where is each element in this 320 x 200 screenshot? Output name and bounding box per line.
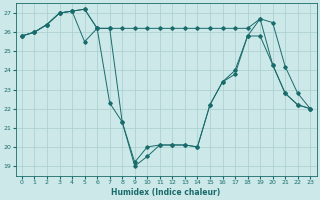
X-axis label: Humidex (Indice chaleur): Humidex (Indice chaleur) xyxy=(111,188,221,197)
